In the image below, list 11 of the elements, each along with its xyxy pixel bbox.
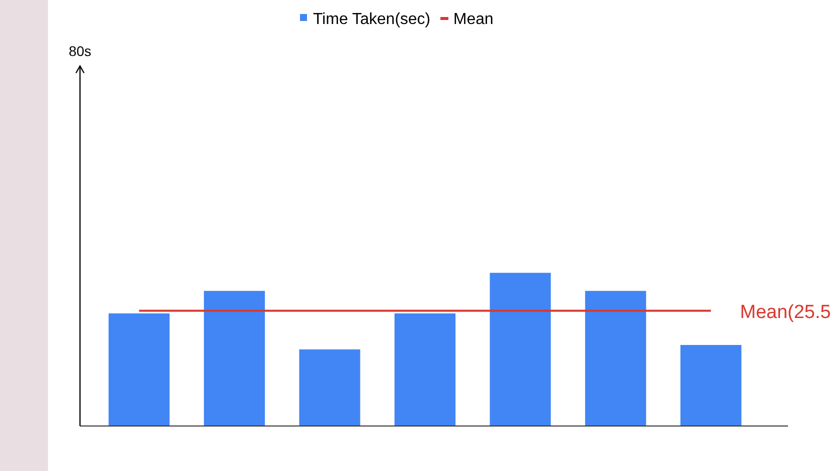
bar bbox=[108, 313, 170, 426]
bar bbox=[204, 290, 265, 426]
bar bbox=[490, 272, 551, 426]
bar bbox=[394, 313, 456, 426]
legend-label: Time Taken(sec) bbox=[313, 11, 430, 28]
bar bbox=[585, 290, 646, 426]
bar bbox=[299, 349, 360, 426]
bar bbox=[680, 344, 742, 426]
ref-line-label: Mean(25.5 bbox=[740, 302, 831, 323]
text: 80s bbox=[68, 43, 92, 59]
text: Mean bbox=[453, 11, 494, 28]
